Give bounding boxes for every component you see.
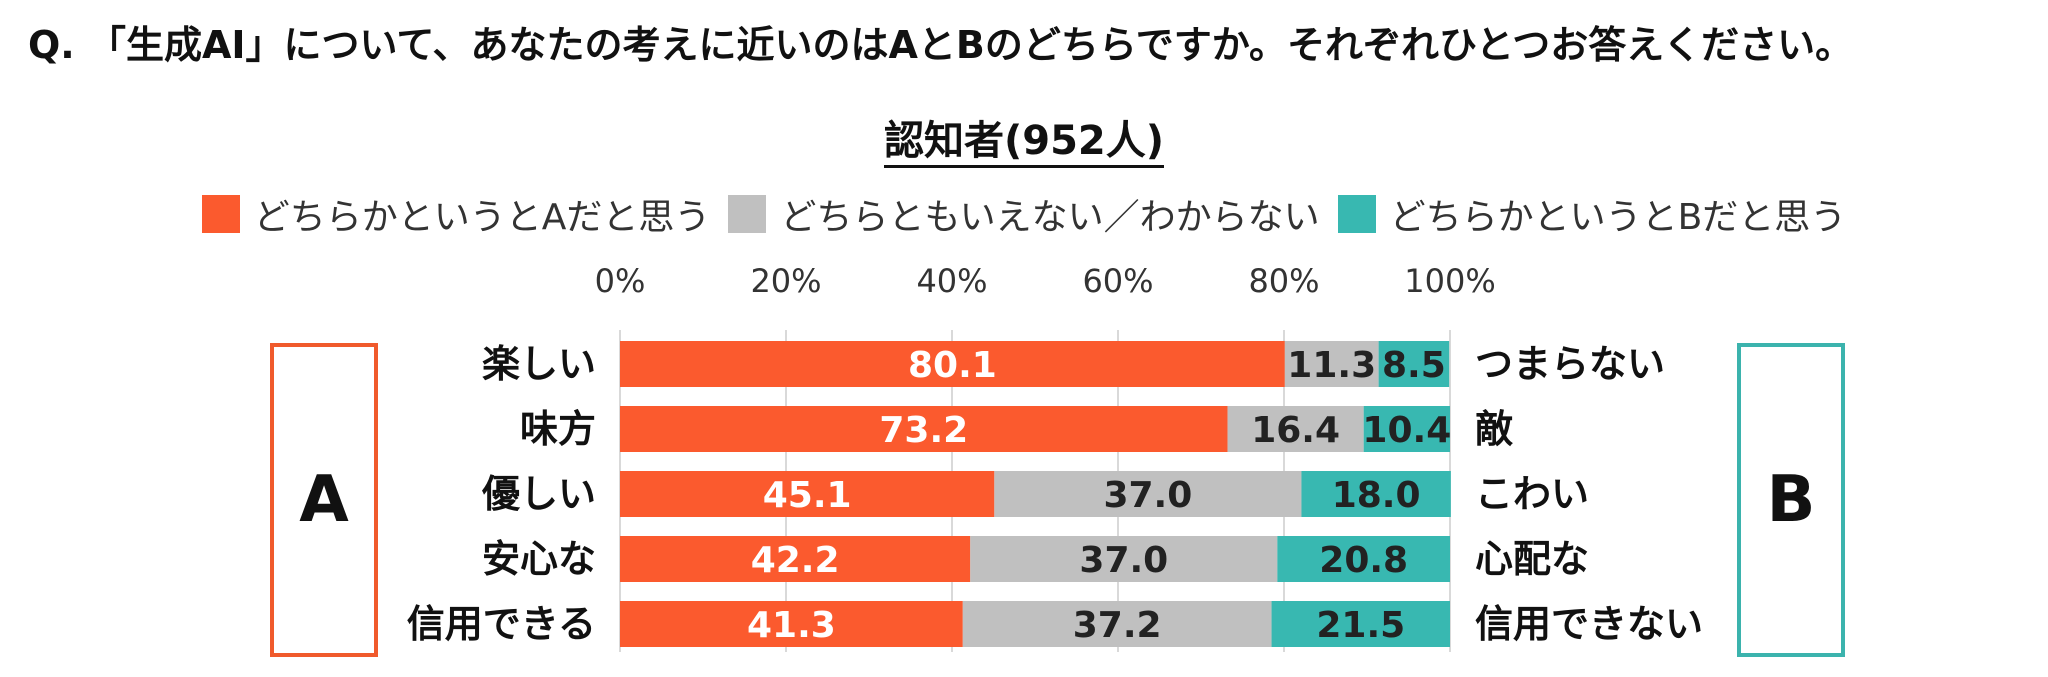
data-label: 10.4 [1362,410,1451,451]
data-label: 73.2 [879,410,968,451]
legend-item-b: どちらかというとBだと思う [1337,188,1847,240]
data-label: 45.1 [763,475,852,516]
bar-segment [1284,341,1379,387]
data-label: 41.3 [747,605,836,646]
chart-title: 認知者(952人) [0,108,2048,168]
x-tick-label: 100% [1404,262,1495,300]
bar-segment [1277,536,1450,582]
category-label-b: 心配な [1475,537,1589,581]
data-label: 18.0 [1332,475,1421,516]
data-label: 80.1 [908,345,997,386]
chart-title-text: 認知者(952人) [883,118,1165,168]
bar-segment [1301,471,1451,517]
category-label-a: 味方 [520,407,596,451]
bar-segment [620,406,1228,452]
x-tick-label: 40% [916,262,987,300]
x-tick-label: 0% [595,262,646,300]
data-label: 37.0 [1079,540,1168,581]
bar-segment [962,601,1272,647]
bar-segment [1378,341,1450,387]
data-label: 8.5 [1382,345,1446,386]
data-label: 37.0 [1103,475,1192,516]
legend: どちらかというとAだと思う どちらともいえない／わからない どちらかというとBだ… [0,188,2048,240]
category-label-b: 敵 [1475,407,1513,451]
data-label: 16.4 [1251,410,1340,451]
data-label: 20.8 [1319,540,1408,581]
category-label-a: 安心な [482,537,596,581]
legend-label-b: どちらかというとBだと思う [1389,197,1847,238]
bar-segment [620,536,971,582]
box-b-label: B [1766,463,1816,537]
x-tick-label: 60% [1082,262,1153,300]
data-label: 37.2 [1073,605,1162,646]
data-label: 21.5 [1316,605,1405,646]
legend-label-neutral: どちらともいえない／わからない [780,197,1320,238]
box-b: B [1737,343,1845,657]
box-a: A [270,343,378,657]
bar-segment [620,471,995,517]
box-a-label: A [299,463,349,537]
data-label: 11.3 [1287,345,1376,386]
legend-item-neutral: どちらともいえない／わからない [728,188,1320,240]
bar-segment [1227,406,1364,452]
x-tick-label: 20% [750,262,821,300]
category-label-b: こわい [1475,472,1589,516]
bar-segment [1271,601,1450,647]
data-label: 42.2 [751,540,840,581]
category-label-b: つまらない [1475,342,1665,386]
bar-segment [620,601,963,647]
legend-swatch-neutral [728,195,767,233]
category-label-a: 楽しい [482,342,596,386]
x-tick-label: 80% [1248,262,1319,300]
bar-segment [620,341,1285,387]
legend-item-a: どちらかというとAだと思う [201,188,711,240]
category-label-a: 信用できる [407,602,596,646]
legend-swatch-b [1337,195,1376,233]
bar-segment [1363,406,1450,452]
question-text: Q. 「生成AI」について、あなたの考えに近いのはAとBのどちらですか。それぞれ… [28,23,1854,67]
legend-label-a: どちらかというとAだと思う [253,197,711,238]
legend-swatch-a [201,195,240,233]
category-label-a: 優しい [481,472,596,516]
category-label-b: 信用できない [1475,602,1703,646]
bar-segment [994,471,1302,517]
bar-segment [970,536,1278,582]
